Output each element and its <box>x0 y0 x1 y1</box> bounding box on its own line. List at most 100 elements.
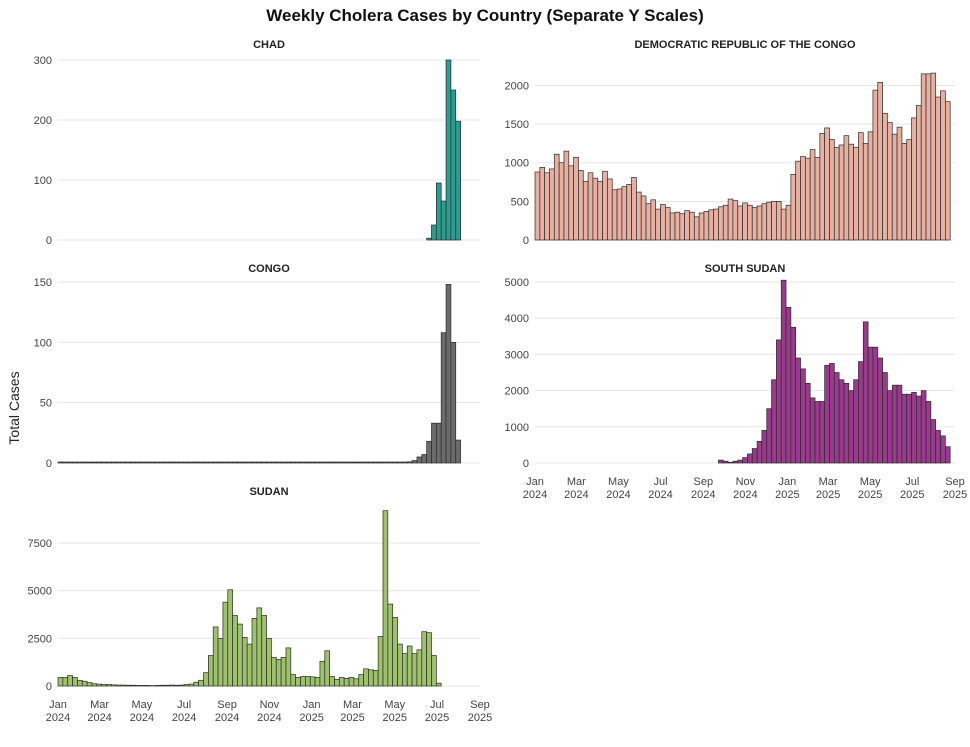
chart-bar <box>742 202 748 241</box>
chart-bar <box>640 195 647 241</box>
chart-bar <box>785 306 792 464</box>
chart-bar <box>573 156 579 241</box>
chart-bar <box>549 168 555 241</box>
panel-title: DEMOCRATIC REPUBLIC OF THE CONGO <box>634 39 855 51</box>
chart-bar <box>732 460 739 464</box>
chart-bar <box>621 186 628 241</box>
chart-bar <box>431 655 437 687</box>
chart-bar <box>795 160 801 241</box>
chart-bar <box>368 461 374 464</box>
chart-bar <box>742 457 748 464</box>
chart-bar <box>358 461 364 464</box>
chart-bar <box>96 461 102 464</box>
chart-bar <box>838 144 845 241</box>
chart-bar <box>944 101 951 241</box>
chart-bar <box>406 461 413 464</box>
chart-bar <box>125 684 132 687</box>
chart-bar <box>843 135 850 241</box>
panel-title: CHAD <box>253 39 285 51</box>
chart-bar <box>314 461 320 464</box>
chart-bar <box>329 461 335 464</box>
chart-bar <box>887 122 893 241</box>
chart-bar <box>809 397 816 464</box>
chart-bar <box>188 683 195 687</box>
x-tick-label: Mar 2024 <box>564 476 588 501</box>
chart-bar <box>111 461 117 464</box>
chart-bar <box>901 143 908 241</box>
chart-bar <box>722 460 729 464</box>
y-tick-label: 0 <box>46 235 52 247</box>
chart-bar <box>334 678 340 687</box>
chart-bar <box>363 668 369 687</box>
y-tick-label: 50 <box>40 398 52 410</box>
chart-bar <box>178 684 185 687</box>
chart-bar <box>251 461 257 464</box>
chart-bar <box>756 205 763 241</box>
chart-bar <box>198 461 204 464</box>
chart-bar <box>125 461 131 464</box>
chart-bar <box>776 201 782 241</box>
chart-bar <box>669 212 676 241</box>
chart-bar <box>751 448 758 464</box>
chart-bar <box>86 682 93 687</box>
y-tick-label: 2000 <box>505 80 529 92</box>
chart-bar <box>67 461 73 464</box>
chart-bar <box>833 372 840 464</box>
x-tick-label: Nov 2024 <box>733 476 757 501</box>
chart-bar <box>814 401 821 464</box>
chart-bar <box>708 209 714 241</box>
y-tick-label: 5000 <box>28 586 52 598</box>
chart-bar <box>911 392 917 464</box>
chart-bar <box>358 674 364 687</box>
chart-bar <box>891 133 898 241</box>
chart-bar <box>824 127 830 241</box>
chart-bar <box>324 650 330 687</box>
chart-bar <box>693 216 700 241</box>
chart-bar <box>111 684 117 687</box>
y-tick-label: 150 <box>34 277 52 289</box>
y-tick-label: 4000 <box>505 313 529 325</box>
chart-bar <box>800 368 806 464</box>
x-tick-label: Mar 2024 <box>87 699 111 724</box>
x-tick-label: Sep 2024 <box>691 476 715 501</box>
chart-bar <box>280 461 286 464</box>
x-tick-label: May 2025 <box>383 699 407 724</box>
chart-bar <box>858 361 864 464</box>
chart-bar <box>689 211 695 241</box>
chart-bar <box>776 339 782 464</box>
chart-bar <box>455 439 461 464</box>
chart-bar <box>329 676 335 687</box>
chart-bar <box>597 180 603 241</box>
chart-bar <box>382 461 388 464</box>
chart-bar <box>275 461 282 464</box>
chart-bar <box>450 341 457 464</box>
chart-bar <box>607 178 613 241</box>
chart-bar <box>829 139 835 241</box>
chart-bar <box>309 461 316 464</box>
chart-bar <box>795 357 801 464</box>
chart-bar <box>848 143 854 241</box>
chart-bar <box>271 657 277 687</box>
chart-bar <box>154 685 161 687</box>
chart-bar <box>780 279 787 464</box>
chart-bar <box>115 684 122 687</box>
y-tick-label: 200 <box>34 115 52 127</box>
y-tick-label: 2000 <box>505 386 529 398</box>
chart-bar <box>300 676 306 687</box>
chart-bar <box>645 203 652 241</box>
x-tick-label: Sep 2024 <box>215 699 239 724</box>
chart-bar <box>290 461 296 464</box>
chart-bar <box>159 461 165 464</box>
y-tick-label: 300 <box>34 55 52 67</box>
chart-bar <box>553 153 560 241</box>
chart-bar <box>86 461 92 464</box>
chart-bar <box>130 684 136 687</box>
panel-title: SOUTH SUDAN <box>705 263 786 275</box>
chart-bar <box>930 419 937 464</box>
chart-bar <box>178 461 185 464</box>
chart-bar <box>455 120 461 241</box>
chart-bar <box>261 615 267 687</box>
chart-bar <box>703 211 710 241</box>
x-tick-label: Jan 2024 <box>46 699 70 724</box>
x-tick-label: Sep 2025 <box>943 476 967 501</box>
